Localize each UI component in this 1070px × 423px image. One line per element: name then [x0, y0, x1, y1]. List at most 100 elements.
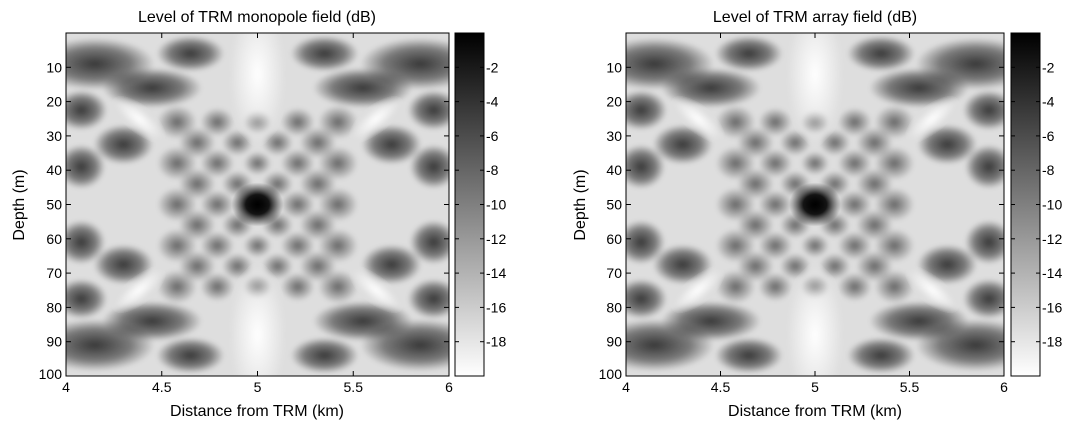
interference-lobe [312, 67, 413, 108]
y-tick-label: 30 [46, 128, 62, 144]
colorbar-tick-label: -4 [1042, 94, 1055, 110]
colorbar-gradient [1010, 32, 1041, 377]
interference-spot [317, 146, 358, 181]
y-tick-label: 70 [606, 265, 622, 281]
interference-lobe [917, 244, 978, 285]
x-tick-label: 5.5 [344, 379, 364, 395]
colorbar-tick-label: -4 [486, 94, 499, 110]
colorbar-tick-label: -14 [486, 265, 506, 281]
interference-spot [280, 231, 315, 261]
x-tick-label: 4 [622, 379, 630, 395]
interference-lobe [626, 90, 668, 131]
interference-lobe [962, 278, 1004, 319]
heatmap-plot-area [625, 32, 1005, 377]
interference-spot [758, 107, 793, 137]
interference-spot [317, 105, 358, 140]
interference-spot [200, 148, 235, 178]
interference-lobe [407, 278, 449, 319]
interference-lobe [93, 124, 154, 165]
y-tick-labels: 10 20 30 40 50 60 70 80 90 100 [599, 59, 1004, 382]
y-tick-label: 60 [606, 231, 622, 247]
y-tick-label: 60 [46, 231, 62, 247]
interference-spot [200, 107, 235, 137]
x-tick-label: 6 [1000, 379, 1008, 395]
interference-spot [178, 250, 216, 282]
interference-lobe [868, 301, 969, 342]
interference-spot [317, 269, 358, 304]
interference-lobe [156, 35, 225, 72]
interference-lobe [661, 301, 762, 342]
interference-lobe [964, 220, 1004, 265]
interference-spot [200, 272, 235, 302]
x-tick-labels: 4 4.5 5 5.5 6 [62, 33, 453, 395]
interference-lobe [714, 35, 783, 72]
x-tick-label: 6 [445, 379, 453, 395]
chart-title: Level of TRM monopole field (dB) [138, 9, 376, 26]
interference-lobe [66, 220, 106, 265]
y-tick-label: 20 [606, 94, 622, 110]
y-tick-label: 50 [606, 197, 622, 213]
interference-spot [243, 233, 272, 258]
y-tick-label: 80 [606, 299, 622, 315]
interference-spot [178, 168, 216, 200]
y-tick-label: 30 [606, 128, 622, 144]
panel-array: Level of TRM array field (dB) 10 20 30 40 50… [572, 9, 1062, 420]
interference-lobe [102, 301, 203, 342]
y-axis-label: Depth (m) [11, 169, 28, 240]
interference-spot [243, 151, 272, 176]
colorbar-tick-label: -6 [486, 128, 499, 144]
interference-spot [837, 231, 872, 261]
interference-spot [736, 127, 774, 159]
interference-field [66, 33, 449, 376]
colorbar-tick-label: -16 [1042, 299, 1062, 315]
interference-lobe [847, 35, 916, 72]
interference-lobe [290, 337, 359, 374]
interference-lobe [714, 337, 783, 374]
interference-spot [736, 168, 774, 200]
interference-lobe [361, 124, 422, 165]
y-tick-label: 90 [606, 334, 622, 350]
x-axis-label: Distance from TRM (km) [170, 403, 344, 420]
interference-lobe [361, 244, 422, 285]
interference-spot [758, 231, 793, 261]
interference-spot [758, 272, 793, 302]
interference-spot [736, 209, 774, 241]
colorbar-tick-label: -12 [1042, 231, 1062, 247]
interference-lobe [652, 124, 713, 165]
interference-lobe [156, 337, 225, 374]
x-tick-label: 5.5 [900, 379, 920, 395]
interference-spot [837, 272, 872, 302]
x-axis-label: Distance from TRM (km) [728, 403, 902, 420]
colorbar-tick-label: -12 [486, 231, 506, 247]
colorbar-tick-label: -8 [1042, 162, 1055, 178]
interference-spot [280, 190, 315, 219]
x-tick-label: 4.5 [152, 379, 172, 395]
y-tick-label: 100 [599, 366, 623, 382]
interference-spot [874, 105, 915, 140]
colorbar [1010, 32, 1041, 377]
y-tick-label: 10 [46, 59, 62, 75]
interference-spot [758, 148, 793, 178]
y-axis-label: Depth (m) [572, 169, 589, 240]
colorbar-tick-label: -2 [486, 59, 499, 75]
interference-spot [874, 146, 915, 181]
interference-lobe [626, 144, 666, 189]
interference-spot [837, 190, 872, 219]
x-tick-label: 5 [254, 379, 262, 395]
y-tick-label: 90 [46, 334, 62, 350]
interference-spot [280, 107, 315, 137]
interference-spot [280, 148, 315, 178]
interference-lobe [964, 144, 1004, 189]
interference-field [626, 33, 1004, 376]
interference-spot [317, 187, 358, 222]
colorbar-gradient [454, 32, 485, 377]
colorbar-tick-labels: -2 -4 -6 -8 -10 -12 -14 -16 -18 [1011, 59, 1062, 350]
y-tick-label: 50 [46, 197, 62, 213]
interference-lobe [917, 124, 978, 165]
colorbar-tick-label: -14 [1042, 265, 1062, 281]
focal-point [789, 182, 841, 227]
interference-lobe [626, 220, 666, 265]
interference-lobe [312, 301, 413, 342]
y-tick-label: 40 [606, 162, 622, 178]
